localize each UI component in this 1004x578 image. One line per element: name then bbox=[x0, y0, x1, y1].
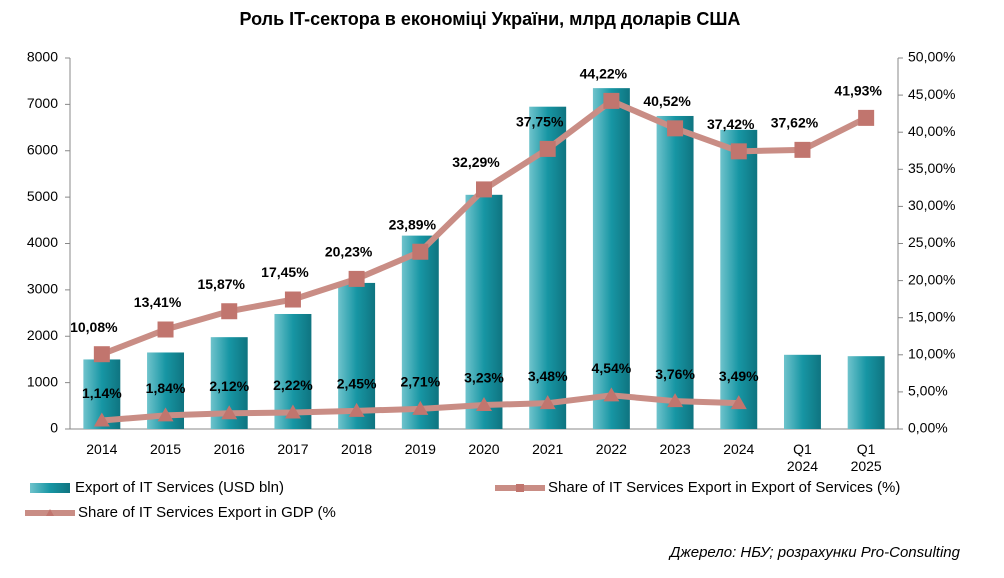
line-marker bbox=[539, 395, 556, 410]
line-marker bbox=[93, 412, 110, 427]
x-tick-label: 2018 bbox=[341, 441, 373, 457]
data-label: 2,12% bbox=[209, 378, 249, 394]
y-tick-label: 2000 bbox=[27, 327, 58, 343]
y2-tick-label: 5,00% bbox=[908, 383, 948, 399]
line-marker bbox=[221, 405, 238, 420]
x-tick-label: 2021 bbox=[532, 441, 564, 457]
line-marker bbox=[284, 291, 301, 308]
y2-tick-label: 45,00% bbox=[908, 86, 955, 102]
y2-tick-label: 10,00% bbox=[908, 346, 955, 362]
y-tick-label: 5000 bbox=[27, 188, 58, 204]
line-marker bbox=[284, 404, 301, 419]
data-label: 44,22% bbox=[580, 66, 628, 82]
line-marker bbox=[157, 407, 174, 422]
line-marker bbox=[348, 270, 365, 287]
line-marker bbox=[730, 395, 747, 410]
y-tick-label: 1000 bbox=[27, 373, 58, 389]
x-tick-label: 2020 bbox=[468, 441, 500, 457]
y2-tick-label: 20,00% bbox=[908, 271, 955, 287]
line-marker bbox=[667, 393, 684, 408]
y2-tick-label: 35,00% bbox=[908, 160, 955, 176]
x-tick-label: 2015 bbox=[149, 441, 182, 457]
y2-tick-label: 0,00% bbox=[908, 420, 948, 436]
data-label: 4,54% bbox=[592, 360, 632, 376]
line-marker bbox=[221, 303, 238, 320]
legend-label: Export of IT Services (USD bln) bbox=[75, 479, 284, 496]
legend-label: Share of IT Services Export in GDP (% bbox=[78, 504, 336, 521]
line-marker bbox=[412, 400, 429, 415]
data-label: 2,45% bbox=[337, 376, 377, 392]
chart-title: Роль IT-сектора в економіці України, млр… bbox=[240, 9, 741, 29]
y-tick-label: 4000 bbox=[27, 234, 58, 250]
legend-marker bbox=[516, 484, 524, 492]
y-tick-label: 7000 bbox=[27, 95, 58, 111]
data-label: 17,45% bbox=[261, 264, 309, 280]
bar bbox=[529, 106, 567, 429]
bar bbox=[720, 129, 758, 429]
data-label: 3,76% bbox=[655, 366, 695, 382]
legend-label: Share of IT Services Export in Export of… bbox=[548, 479, 900, 496]
data-label: 1,14% bbox=[82, 385, 122, 401]
data-label: 3,49% bbox=[719, 368, 759, 384]
legend-swatch bbox=[30, 483, 70, 493]
line-marker bbox=[476, 181, 492, 198]
data-label: 2,22% bbox=[273, 377, 313, 393]
x-tick-label: 2023 bbox=[659, 441, 691, 457]
y-tick-label: 0 bbox=[50, 420, 58, 436]
y-tick-label: 8000 bbox=[27, 49, 58, 65]
x-tick-label: 2024 bbox=[723, 441, 755, 457]
data-label: 37,42% bbox=[707, 116, 755, 132]
bar bbox=[401, 235, 439, 429]
line-marker bbox=[412, 243, 429, 260]
x-tick-label: 2017 bbox=[277, 441, 309, 457]
data-label: 15,87% bbox=[197, 276, 245, 292]
line-marker bbox=[476, 397, 492, 412]
data-label: 37,62% bbox=[771, 115, 819, 131]
data-label: 3,48% bbox=[528, 368, 568, 384]
data-label: 40,52% bbox=[643, 93, 691, 109]
x-tick-label: 2014 bbox=[86, 441, 118, 457]
x-tick-label: 2016 bbox=[213, 441, 245, 457]
line-marker bbox=[603, 387, 620, 402]
line-marker bbox=[539, 140, 556, 157]
data-label: 41,93% bbox=[834, 83, 882, 99]
y2-tick-label: 40,00% bbox=[908, 123, 955, 139]
data-label: 23,89% bbox=[389, 216, 437, 232]
bar bbox=[592, 88, 630, 430]
line-marker bbox=[794, 141, 811, 158]
bar bbox=[465, 194, 503, 429]
data-label: 2,71% bbox=[400, 374, 440, 390]
line-marker bbox=[157, 321, 174, 338]
data-label: 10,08% bbox=[70, 319, 118, 335]
line-marker bbox=[348, 402, 365, 417]
bar bbox=[656, 115, 694, 429]
data-label: 20,23% bbox=[325, 244, 373, 260]
line-marker bbox=[730, 143, 747, 160]
line-marker bbox=[603, 92, 620, 109]
y2-tick-label: 25,00% bbox=[908, 234, 955, 250]
x-tick-label: 2019 bbox=[404, 441, 436, 457]
bar bbox=[847, 356, 885, 429]
legend-marker bbox=[46, 509, 54, 516]
bar bbox=[783, 354, 821, 429]
data-label: 3,23% bbox=[464, 370, 504, 386]
y2-tick-label: 50,00% bbox=[908, 49, 955, 65]
data-label: 13,41% bbox=[134, 294, 182, 310]
y-tick-label: 6000 bbox=[27, 141, 58, 157]
x-tick-label: Q1 2024 bbox=[786, 441, 819, 474]
line-marker bbox=[667, 120, 684, 137]
x-tick-label: 2022 bbox=[595, 441, 627, 457]
y2-tick-label: 15,00% bbox=[908, 308, 955, 324]
y-tick-label: 3000 bbox=[27, 281, 58, 297]
line-marker bbox=[93, 346, 110, 363]
y2-tick-label: 30,00% bbox=[908, 197, 955, 213]
line-marker bbox=[858, 109, 875, 126]
x-tick-label: Q1 2025 bbox=[850, 441, 882, 474]
source: Джерело: НБУ; розрахунки Pro-Consulting bbox=[668, 544, 961, 561]
data-label: 32,29% bbox=[452, 154, 500, 170]
data-label: 1,84% bbox=[146, 380, 186, 396]
data-label: 37,75% bbox=[516, 114, 564, 130]
